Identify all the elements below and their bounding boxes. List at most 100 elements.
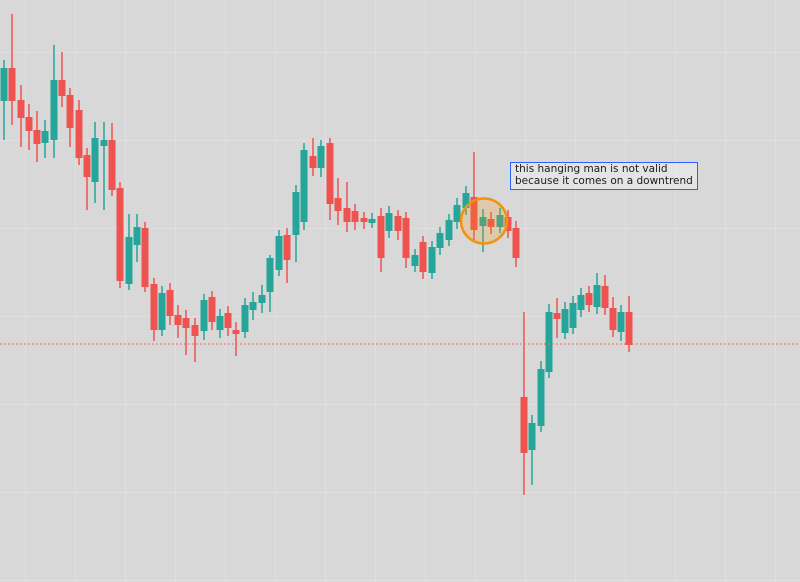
candle [577, 288, 585, 317]
candle-body [545, 312, 553, 372]
annotation-line-2: because it comes on a downtrend [515, 174, 693, 187]
candle-body [385, 213, 393, 231]
candle [419, 236, 427, 279]
candle-body [487, 219, 495, 227]
candle [116, 182, 124, 288]
candle-body [249, 302, 257, 310]
candle-body [394, 216, 402, 231]
candle [50, 45, 58, 158]
candle-body [75, 110, 83, 158]
candle-body [108, 140, 116, 190]
candle [326, 138, 334, 220]
candle [300, 143, 308, 230]
candle [436, 227, 444, 255]
candle [108, 123, 116, 196]
candle [182, 310, 190, 355]
candle-body [569, 303, 577, 328]
candle [283, 228, 291, 283]
candle [561, 302, 569, 339]
candle [360, 212, 368, 229]
annotation-line-1: this hanging man is not valid [515, 163, 668, 175]
candle-body [377, 216, 385, 258]
highlight-circle[interactable] [459, 197, 509, 245]
candle-body [601, 286, 609, 308]
candle [569, 296, 577, 334]
candle-body [174, 315, 182, 325]
candle [368, 213, 376, 228]
candle [141, 222, 149, 292]
candle-body [462, 193, 470, 208]
candle-body [150, 284, 158, 330]
candle-body [609, 308, 617, 330]
candle [216, 309, 224, 338]
candle [166, 283, 174, 325]
candle [385, 206, 393, 238]
candle-body [275, 236, 283, 270]
candle-body [258, 295, 266, 303]
candle [83, 148, 91, 210]
candle [258, 285, 266, 313]
candle [232, 322, 240, 356]
candle-body [33, 130, 41, 144]
candle [309, 138, 317, 176]
candle-body [617, 312, 625, 332]
candle-body [66, 95, 74, 128]
candle [545, 304, 553, 378]
candle [402, 212, 410, 268]
candle [334, 178, 342, 225]
candle [0, 60, 8, 140]
candle-body [158, 293, 166, 330]
candle-body [25, 117, 33, 131]
candle [241, 298, 249, 338]
candle [609, 297, 617, 337]
candles [0, 14, 633, 495]
candle-body [58, 80, 66, 96]
candle [625, 296, 633, 352]
candle-body [512, 228, 520, 258]
candle [174, 305, 182, 338]
candle [224, 306, 232, 336]
candle [470, 152, 478, 240]
candle-body [537, 369, 545, 426]
candle-body [200, 300, 208, 331]
candle [479, 209, 487, 252]
candle-body [326, 143, 334, 204]
candle-body [17, 100, 25, 118]
candle-body [125, 237, 133, 284]
candle-body [528, 423, 536, 450]
candle-body [191, 325, 199, 336]
candle-body [625, 312, 633, 345]
candle [528, 415, 536, 485]
candle-body [470, 197, 478, 230]
annotation-note[interactable]: this hanging man is not valid because it… [510, 162, 698, 190]
candle-body [561, 309, 569, 333]
candle-body [300, 150, 308, 222]
candle [75, 100, 83, 165]
candle [537, 361, 545, 432]
candle [512, 221, 520, 267]
candle-body [360, 218, 368, 222]
candle [317, 140, 325, 177]
candle-body [91, 138, 99, 182]
candle-body [585, 293, 593, 305]
candle-body [479, 217, 487, 226]
candle [411, 249, 419, 272]
candle [462, 186, 470, 215]
candle-body [445, 220, 453, 240]
candle [41, 120, 49, 158]
candle-body [343, 208, 351, 222]
candle [453, 198, 461, 229]
candle-body [141, 228, 149, 287]
candle-body [0, 68, 8, 101]
candle [428, 241, 436, 279]
candle-body [402, 218, 410, 258]
candle-body [133, 227, 141, 245]
candle [377, 208, 385, 272]
candle-body [436, 233, 444, 248]
candle [158, 286, 166, 336]
candle [351, 204, 359, 230]
